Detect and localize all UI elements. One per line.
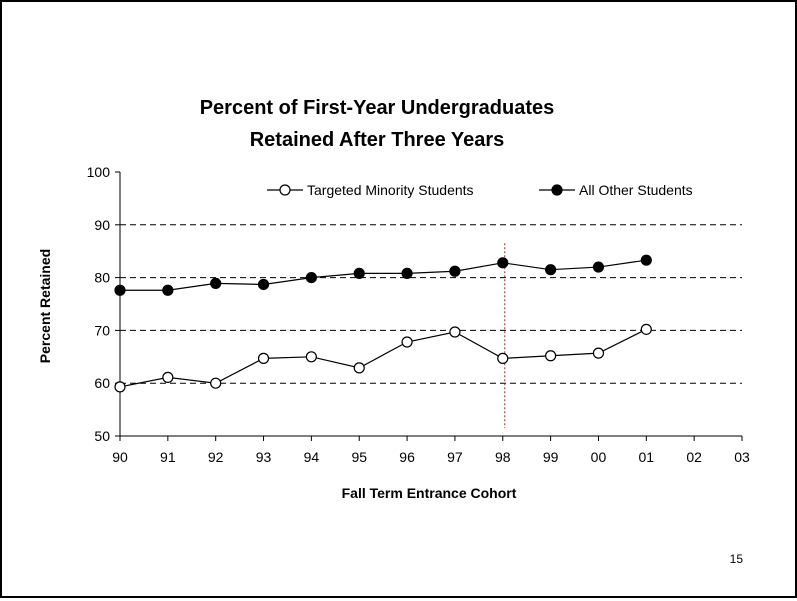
series-1-point-90 bbox=[114, 284, 126, 296]
series-0-point-98 bbox=[497, 352, 509, 364]
series-1-point-96 bbox=[401, 267, 413, 279]
series-line-1 bbox=[120, 259, 647, 291]
series-0-point-96 bbox=[401, 336, 413, 348]
series-1-point-92 bbox=[210, 277, 222, 290]
x-tick-label-01: 01 bbox=[639, 449, 655, 465]
series-0-point-94 bbox=[305, 351, 317, 363]
y-axis-label: Percent Retained bbox=[37, 249, 53, 363]
series-1-point-93 bbox=[257, 278, 270, 291]
series-0-point-90 bbox=[114, 381, 126, 393]
legend-marker-1 bbox=[551, 184, 563, 196]
series-1-point-97 bbox=[449, 265, 461, 277]
series-1-point-00 bbox=[592, 261, 605, 273]
series-1-point-01 bbox=[640, 254, 652, 266]
x-tick-label-99: 99 bbox=[543, 449, 559, 465]
legend-label-0: Targeted Minority Students bbox=[307, 182, 474, 198]
series-0-point-93 bbox=[257, 352, 270, 364]
legend-label-1: All Other Students bbox=[579, 182, 693, 198]
y-tick-label-70: 70 bbox=[94, 322, 110, 338]
y-tick-label-80: 80 bbox=[94, 270, 110, 286]
x-tick-label-98: 98 bbox=[495, 449, 511, 465]
x-tick-label-03: 03 bbox=[734, 449, 750, 465]
x-tick-label-91: 91 bbox=[160, 449, 176, 465]
series-0-point-91 bbox=[162, 371, 174, 383]
y-tick-label-90: 90 bbox=[94, 217, 110, 233]
x-tick-label-93: 93 bbox=[256, 449, 272, 465]
series-0-point-00 bbox=[592, 347, 605, 359]
series-1-point-98 bbox=[497, 257, 509, 269]
x-tick-label-97: 97 bbox=[447, 449, 463, 465]
series-line-0 bbox=[119, 328, 647, 388]
y-tick-label-50: 50 bbox=[94, 428, 110, 444]
page-number: 15 bbox=[729, 552, 743, 566]
series-0-point-01 bbox=[640, 323, 652, 335]
x-tick-label-00: 00 bbox=[591, 449, 607, 465]
series-1-point-99 bbox=[545, 264, 557, 276]
series-0-point-95 bbox=[353, 362, 365, 374]
x-tick-label-02: 02 bbox=[686, 449, 702, 465]
x-tick-label-92: 92 bbox=[208, 449, 224, 465]
x-tick-label-96: 96 bbox=[399, 449, 415, 465]
plot-area: 50 60 70 80 90 100 90 91 92 93 94 95 96 97 98 99 00 01 02 0… bbox=[87, 164, 750, 465]
x-axis-label: Fall Term Entrance Cohort bbox=[342, 485, 517, 501]
y-tick-label-100: 100 bbox=[87, 164, 111, 180]
series-1-point-94 bbox=[305, 272, 317, 284]
chart-title-line-1: Percent of First-Year Undergraduates bbox=[200, 97, 555, 119]
x-tick-label-94: 94 bbox=[304, 449, 320, 465]
series-0-point-92 bbox=[210, 377, 222, 389]
series-0-point-97 bbox=[449, 326, 461, 338]
series-0-point-99 bbox=[545, 350, 557, 362]
x-tick-label-90: 90 bbox=[112, 449, 128, 465]
legend-marker-0 bbox=[279, 184, 291, 196]
x-tick-label-95: 95 bbox=[351, 449, 367, 465]
series-1-point-95 bbox=[353, 267, 365, 279]
y-tick-label-60: 60 bbox=[94, 375, 110, 391]
chart-title-line-2: Retained After Three Years bbox=[250, 129, 505, 151]
series-1-point-91 bbox=[162, 284, 174, 296]
